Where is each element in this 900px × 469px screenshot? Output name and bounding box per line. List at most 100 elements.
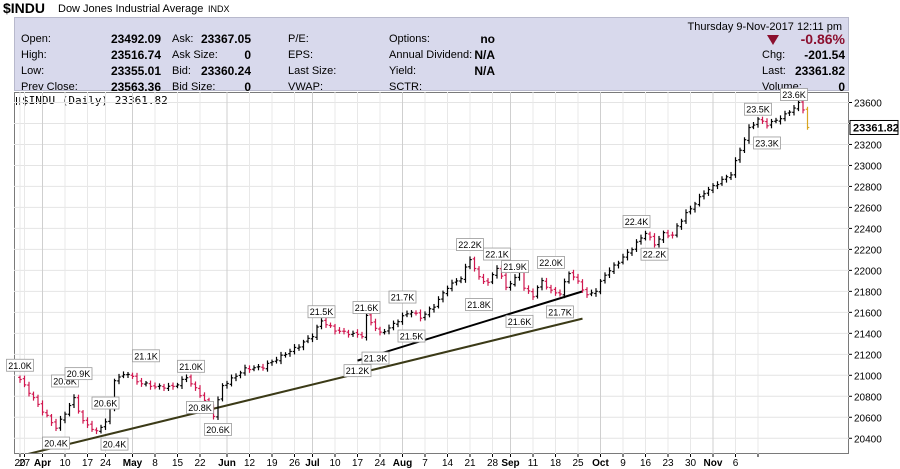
x-tick-label: Sep: [501, 458, 519, 469]
change-label: Chg:: [762, 49, 786, 61]
sctr-label: SCTR:: [389, 81, 422, 93]
chart-title: $INDU (Daily) 23361.82: [22, 94, 168, 107]
volume-value: 0: [838, 80, 845, 94]
x-tick-label: 28: [487, 458, 499, 469]
price-annotation-box: [397, 329, 426, 343]
price-annotation: 20.8K: [188, 403, 212, 413]
price-annotation-box: [64, 367, 93, 381]
price-annotation-box: [307, 305, 336, 319]
y-tick-label: 22000: [854, 266, 882, 277]
last-label: Last:: [762, 65, 786, 77]
price-annotation-box: [753, 136, 781, 150]
options-label: Options:: [389, 33, 430, 45]
price-annotation-box: [388, 290, 417, 304]
y-tick-label: 21400: [854, 329, 882, 340]
x-tick-label: 7: [422, 458, 428, 469]
last-price-marker: [849, 119, 899, 135]
percent-change: -0.86%: [800, 31, 845, 47]
high-label: High:: [21, 49, 47, 61]
price-annotation: 21.5K: [400, 332, 424, 342]
price-annotation: 21.2K: [346, 366, 370, 376]
x-tick-label: 25: [572, 458, 584, 469]
down-arrow-icon: [767, 35, 779, 45]
y-tick-label: 22600: [854, 203, 882, 214]
low-label: Low:: [21, 65, 45, 77]
price-annotation-box: [465, 298, 493, 311]
chart-area: [14, 92, 849, 454]
bid-value: 23360.24: [200, 64, 251, 78]
x-tick-label: 12: [244, 458, 256, 469]
header: $INDU Dow Jones Industrial Average INDX: [0, 0, 900, 16]
yield-label: Yield:: [389, 65, 417, 77]
x-tick-label: Jun: [218, 458, 236, 469]
price-annotation: 21.0K: [179, 362, 203, 372]
price-annotation-box: [780, 88, 808, 101]
price-annotation: 21.1K: [134, 351, 158, 361]
x-tick-label: 18: [550, 458, 562, 469]
high-value: 23516.74: [110, 48, 161, 62]
price-annotation: 21.8K: [467, 300, 491, 310]
x-tick-label: 17: [352, 458, 364, 469]
x-tick-label: 30: [685, 458, 697, 469]
yield-value: N/A: [474, 64, 495, 78]
x-tick-label: 17: [82, 458, 94, 469]
price-annotation: 21.7K: [548, 307, 572, 317]
price-annotation-box: [622, 215, 651, 228]
y-tick-label: 21800: [854, 287, 882, 298]
open-label: Open:: [21, 33, 51, 45]
price-annotation: 22.2K: [643, 250, 667, 260]
x-tick-label: Oct: [592, 458, 609, 469]
quote-panel: Thursday 9-Nov-2017 12:11 pm Open: 23492…: [14, 17, 849, 94]
price-annotation: 23.3K: [755, 138, 779, 148]
price-annotation: 21.7K: [391, 293, 415, 303]
price-annotation: 20.6K: [206, 425, 230, 435]
price-annotation: 21.6K: [508, 317, 532, 327]
y-tick-label: 20400: [854, 434, 882, 445]
trendline: [27, 317, 583, 453]
y-tick-label: 21000: [854, 371, 882, 382]
price-annotation: 20.8K: [53, 376, 77, 386]
trendline: [357, 290, 583, 362]
price-annotation-box: [744, 102, 772, 116]
quote-date: Thursday 9-Nov-2017 12:11 pm: [687, 21, 843, 33]
price-annotation-box: [343, 364, 372, 378]
ask-label: Ask:: [172, 33, 194, 45]
x-tick-label: 24: [100, 458, 112, 469]
y-tick-label: 21600: [854, 308, 882, 319]
price-annotation-box: [505, 314, 534, 328]
eps-label: EPS:: [288, 49, 314, 61]
change-value: -201.54: [804, 48, 845, 62]
x-tick-label: Aug: [393, 458, 412, 469]
last-size-label: Last Size:: [288, 65, 337, 77]
x-tick-label: 21: [464, 458, 476, 469]
x-tick-label: 26: [289, 458, 301, 469]
prev-close-value: 23563.36: [110, 80, 161, 94]
annual-dividend-value: N/A: [474, 48, 495, 62]
price-annotation-box: [640, 247, 669, 261]
bid-label: Bid:: [172, 65, 191, 77]
price-annotation-box: [100, 437, 129, 451]
x-tick-label: 8: [152, 458, 158, 469]
y-tick-label: 23600: [854, 98, 882, 109]
low-value: 23355.01: [110, 64, 161, 78]
x-tick-label: Jul: [305, 458, 320, 469]
exchange: INDX: [208, 4, 230, 14]
x-tick-label: 23: [662, 458, 674, 469]
price-annotation: 23.5K: [746, 105, 770, 115]
price-annotation: 23.6K: [782, 90, 806, 100]
y-tick-label: 23200: [854, 140, 882, 151]
price-annotation: 21.9K: [503, 262, 527, 272]
x-tick-label: 9: [620, 458, 626, 469]
last-value: 23361.82: [794, 64, 845, 78]
price-annotation: 21.6K: [355, 303, 379, 313]
x-tick-label: 10: [329, 458, 341, 469]
symbol: $INDU: [3, 0, 46, 16]
ask-size-value: 0: [244, 48, 251, 62]
price-annotation-box: [186, 400, 214, 414]
ask-value: 23367.05: [200, 32, 251, 46]
company-name: Dow Jones Industrial Average: [58, 3, 204, 15]
price-annotation-box: [42, 436, 70, 450]
y-tick-label: 22200: [854, 245, 882, 256]
price-annotation: 21.3K: [364, 354, 388, 364]
price-annotation-box: [537, 256, 565, 269]
